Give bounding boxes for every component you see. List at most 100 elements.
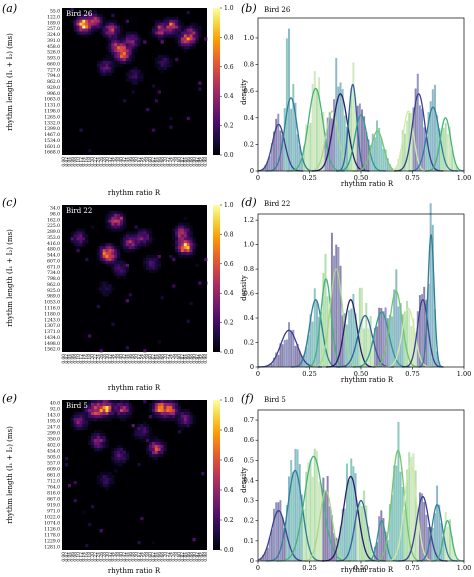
heatmap-cell <box>154 19 158 23</box>
histogram-bar <box>300 494 303 561</box>
heatmap-cell <box>154 22 158 26</box>
histogram-bar <box>397 306 400 367</box>
heatmap-cell <box>114 266 118 270</box>
heatmap-cell <box>93 403 98 407</box>
panel-b: (b) Bird 26 0 0.25 0.50 0.75 1.0000.20.40.60… <box>240 2 471 188</box>
histogram-bar <box>294 448 297 561</box>
density-curve <box>402 298 444 368</box>
heatmap-cell <box>134 43 138 47</box>
heatmap-cell <box>178 222 182 226</box>
heatmap-cell <box>120 34 124 38</box>
heatmap-cell <box>117 406 121 410</box>
heatmap-cell <box>180 37 185 41</box>
heatmap-cell <box>151 128 156 132</box>
heatmap-cell <box>96 448 100 452</box>
heatmap-cell <box>137 75 141 79</box>
heatmap-cell <box>137 424 141 428</box>
heatmap-cell <box>131 424 135 428</box>
heatmap-cell <box>105 25 109 29</box>
heatmap-cell <box>111 457 115 461</box>
heatmap-cell <box>105 263 109 268</box>
heatmap-cell <box>131 81 135 85</box>
heatmap-cell <box>114 52 118 56</box>
heatmap-cell <box>140 37 144 41</box>
histogram-bar <box>363 116 366 171</box>
heatmap-cell <box>82 231 86 235</box>
heatmap-cell <box>131 49 135 53</box>
heatmap-cell <box>189 31 193 35</box>
heatmap-cell <box>163 409 167 413</box>
heatmap-cell <box>111 454 115 458</box>
histogram-bar <box>335 57 338 172</box>
heatmap-cell <box>85 427 89 431</box>
heatmap-cell <box>178 406 182 410</box>
x-tick-label: 0.44 <box>126 552 131 562</box>
heatmap-cell <box>108 210 112 215</box>
x-tick-label: 0.08 <box>74 552 79 562</box>
heatmap-cell <box>82 511 86 515</box>
heatmap-cell <box>143 433 147 437</box>
histogram-bar <box>290 108 293 171</box>
colorbar-tick-label: 1.0 <box>224 5 234 12</box>
heatmap-cell <box>114 257 118 262</box>
colorbar-tick-label: 0.2 <box>224 517 234 524</box>
heatmap-cell <box>157 57 161 62</box>
heatmap-cell <box>99 436 103 440</box>
heatmap-cell <box>99 257 103 262</box>
heatmap-cell <box>128 75 132 79</box>
heatmap-cell <box>122 418 127 422</box>
heatmap-cell <box>154 451 158 455</box>
heatmap-cell <box>111 222 115 226</box>
heatmap-cell <box>111 216 115 220</box>
heatmap-cell <box>99 430 103 434</box>
heatmap-cell <box>186 412 190 416</box>
heatmap-cell <box>151 436 156 440</box>
heatmap-cell <box>195 263 199 268</box>
heatmap-cell <box>111 55 115 59</box>
heatmap-cell <box>85 28 89 32</box>
heatmap-cell <box>88 400 92 404</box>
heatmap-cell <box>108 69 112 73</box>
heatmap-cell <box>160 60 164 65</box>
heatmap-cell <box>88 16 92 21</box>
y-tick-label: 0.4 <box>244 114 254 122</box>
heatmap-cell <box>82 415 86 419</box>
heatmap-cell <box>172 403 176 407</box>
heatmap-cell <box>114 40 118 44</box>
heatmap-cell <box>169 415 173 419</box>
heatmap-cell <box>93 412 98 416</box>
heatmap-cell <box>114 46 118 50</box>
heatmap-cell <box>93 16 98 21</box>
histogram-bar <box>382 148 385 171</box>
y-tick-label: 350.0 <box>47 437 60 443</box>
colorbar-tick-label: 0.4 <box>224 290 234 297</box>
heatmap-cell <box>91 439 95 443</box>
histogram-bar <box>367 328 370 367</box>
histogram-bar <box>440 522 443 561</box>
heatmap-cell <box>108 481 112 485</box>
heatmap-cell <box>186 116 190 121</box>
heatmap-cell <box>88 149 92 153</box>
x-tick-label: 0.52 <box>137 354 142 364</box>
heatmap-cell <box>172 409 176 413</box>
heatmap-cell <box>79 228 83 232</box>
heatmap-cell <box>178 246 182 250</box>
heatmap-cell <box>93 406 98 410</box>
x-tick-label: 0.26 <box>100 354 105 364</box>
heatmap-cell <box>128 43 132 47</box>
heatmap-cell <box>151 237 156 241</box>
heatmap-cell <box>143 439 147 443</box>
y-tick-label: 794.0 <box>47 73 60 79</box>
heatmap-cell <box>160 22 164 26</box>
x-tick-label: 0.94 <box>198 354 203 364</box>
heatmap-cell <box>143 430 147 434</box>
heatmap-cell <box>76 415 80 419</box>
heatmap-cell <box>117 222 121 226</box>
y-tick-label: 1371.0 <box>44 329 60 335</box>
heatmap-cell <box>157 254 161 259</box>
x-tick-label: 0.72 <box>166 552 171 562</box>
heatmap-cell <box>186 234 190 238</box>
histogram-bar <box>401 486 404 561</box>
heatmap-cell <box>117 55 121 59</box>
heatmap-cell <box>180 43 185 47</box>
